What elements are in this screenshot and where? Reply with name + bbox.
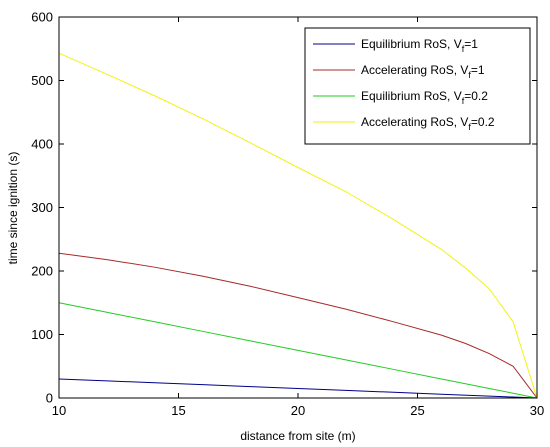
series-lines [58,52,538,399]
y-tick-label: 400 [31,137,53,152]
legend: Equilibrium RoS, Vf=1 Accelerating RoS, V… [304,27,531,145]
y-tick-label: 500 [31,73,53,88]
y-tick-label: 200 [31,264,53,279]
x-tick-label: 20 [291,403,305,418]
y-tick-label: 0 [46,391,53,406]
x-tick-label: 30 [530,403,544,418]
series-line-4 [58,52,538,399]
y-tick-label: 100 [31,327,53,342]
legend-label-3: Equilibrium RoS, Vf=0.2 [361,89,488,106]
x-tick-label: 25 [410,403,424,418]
legend-box [304,27,531,145]
series-line-2 [58,252,538,399]
y-tick-label: 600 [31,10,53,25]
legend-label-1: Equilibrium RoS, Vf=1 [361,37,478,54]
x-axis-label: distance from site (m) [240,429,355,443]
x-tick-label: 15 [171,403,185,418]
series-line-3 [58,302,538,399]
x-tick-label: 10 [52,403,66,418]
legend-label-4: Accelerating RoS, Vf=0.2 [361,115,495,132]
series-line-1 [58,378,538,399]
y-axis-label: time since ignition (s) [6,152,20,265]
axes [58,16,538,399]
y-tick-label: 300 [31,200,53,215]
legend-label-2: Accelerating RoS, Vf=1 [361,63,485,80]
